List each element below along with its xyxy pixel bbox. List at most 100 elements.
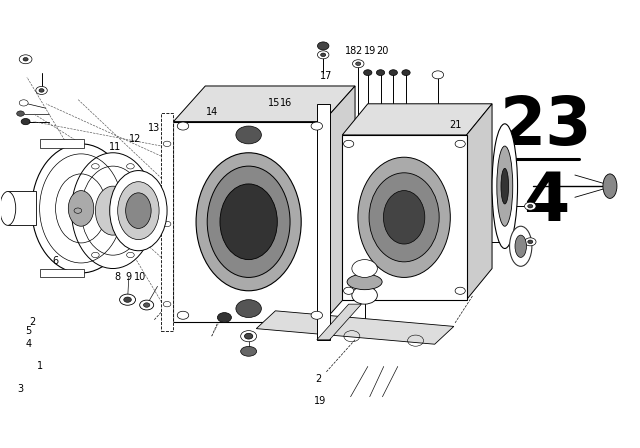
Text: 3: 3	[17, 384, 24, 394]
Bar	[8, 191, 36, 225]
Polygon shape	[161, 113, 173, 331]
Ellipse shape	[143, 303, 150, 307]
Ellipse shape	[344, 287, 354, 294]
Ellipse shape	[177, 311, 189, 319]
Text: 16: 16	[280, 98, 292, 108]
Polygon shape	[173, 86, 355, 121]
Text: 18: 18	[344, 46, 356, 56]
Text: 19: 19	[364, 46, 376, 56]
Ellipse shape	[353, 60, 364, 68]
Ellipse shape	[358, 157, 451, 277]
Ellipse shape	[492, 124, 518, 249]
Polygon shape	[317, 304, 362, 340]
Text: 15: 15	[268, 98, 280, 108]
Text: 2: 2	[417, 182, 424, 193]
Polygon shape	[342, 135, 467, 300]
Text: 2: 2	[316, 374, 322, 384]
Ellipse shape	[109, 171, 167, 251]
Text: 4: 4	[25, 339, 31, 349]
Text: 13: 13	[148, 123, 161, 133]
Text: 9: 9	[126, 271, 132, 281]
Ellipse shape	[497, 146, 513, 226]
Ellipse shape	[124, 297, 131, 302]
Ellipse shape	[244, 333, 253, 339]
Ellipse shape	[455, 287, 465, 294]
Polygon shape	[467, 104, 492, 300]
Text: 8: 8	[115, 271, 120, 281]
Text: 14: 14	[205, 107, 218, 117]
Ellipse shape	[525, 202, 536, 210]
Text: 20: 20	[376, 46, 388, 56]
Ellipse shape	[31, 144, 131, 273]
Ellipse shape	[241, 346, 257, 356]
Ellipse shape	[317, 42, 329, 50]
Polygon shape	[317, 104, 330, 340]
Polygon shape	[40, 268, 84, 277]
Ellipse shape	[344, 140, 354, 147]
Polygon shape	[256, 311, 454, 344]
Ellipse shape	[68, 190, 94, 226]
Ellipse shape	[207, 166, 290, 277]
Ellipse shape	[19, 55, 32, 64]
Ellipse shape	[501, 168, 509, 204]
Ellipse shape	[0, 191, 16, 225]
Ellipse shape	[528, 204, 533, 208]
Text: 21: 21	[449, 120, 461, 130]
Polygon shape	[342, 104, 492, 135]
Ellipse shape	[432, 71, 444, 79]
Ellipse shape	[125, 193, 151, 228]
Ellipse shape	[528, 240, 533, 244]
Text: 23: 23	[500, 93, 593, 159]
Ellipse shape	[356, 62, 361, 65]
Text: 17: 17	[320, 71, 333, 81]
Ellipse shape	[383, 190, 425, 244]
Text: 12: 12	[129, 134, 141, 143]
Text: 5: 5	[26, 326, 32, 336]
Ellipse shape	[17, 111, 24, 116]
Polygon shape	[323, 86, 355, 322]
Text: 1: 1	[36, 362, 43, 371]
Ellipse shape	[118, 182, 159, 240]
Ellipse shape	[455, 140, 465, 147]
Ellipse shape	[72, 153, 154, 268]
Ellipse shape	[196, 153, 301, 291]
Text: 2: 2	[355, 46, 362, 56]
Ellipse shape	[347, 274, 382, 290]
Ellipse shape	[36, 86, 47, 95]
Ellipse shape	[317, 51, 329, 59]
Ellipse shape	[311, 311, 323, 319]
Ellipse shape	[220, 184, 277, 260]
Ellipse shape	[509, 226, 532, 266]
Text: 2: 2	[409, 182, 415, 193]
Polygon shape	[40, 139, 84, 148]
Ellipse shape	[525, 238, 536, 246]
Ellipse shape	[364, 70, 372, 76]
Ellipse shape	[389, 70, 397, 76]
Ellipse shape	[352, 260, 378, 277]
Ellipse shape	[402, 70, 410, 76]
Ellipse shape	[19, 100, 28, 106]
Text: 11: 11	[109, 142, 121, 152]
Ellipse shape	[236, 126, 261, 144]
Ellipse shape	[352, 286, 378, 304]
Text: 6: 6	[52, 255, 59, 266]
Ellipse shape	[39, 89, 44, 92]
Ellipse shape	[236, 300, 261, 318]
Ellipse shape	[321, 53, 326, 56]
Text: 4: 4	[523, 169, 570, 235]
Text: 10: 10	[134, 271, 147, 281]
Ellipse shape	[603, 174, 617, 198]
Ellipse shape	[311, 122, 323, 130]
Text: 7: 7	[84, 241, 90, 250]
Ellipse shape	[369, 173, 439, 262]
Text: 2: 2	[29, 317, 35, 327]
Text: 1: 1	[362, 214, 367, 224]
Ellipse shape	[140, 300, 154, 310]
Ellipse shape	[177, 122, 189, 130]
Ellipse shape	[515, 235, 527, 258]
Ellipse shape	[95, 186, 131, 235]
Ellipse shape	[241, 331, 257, 342]
Polygon shape	[173, 121, 323, 322]
Ellipse shape	[120, 294, 136, 305]
Text: 19: 19	[314, 396, 326, 406]
